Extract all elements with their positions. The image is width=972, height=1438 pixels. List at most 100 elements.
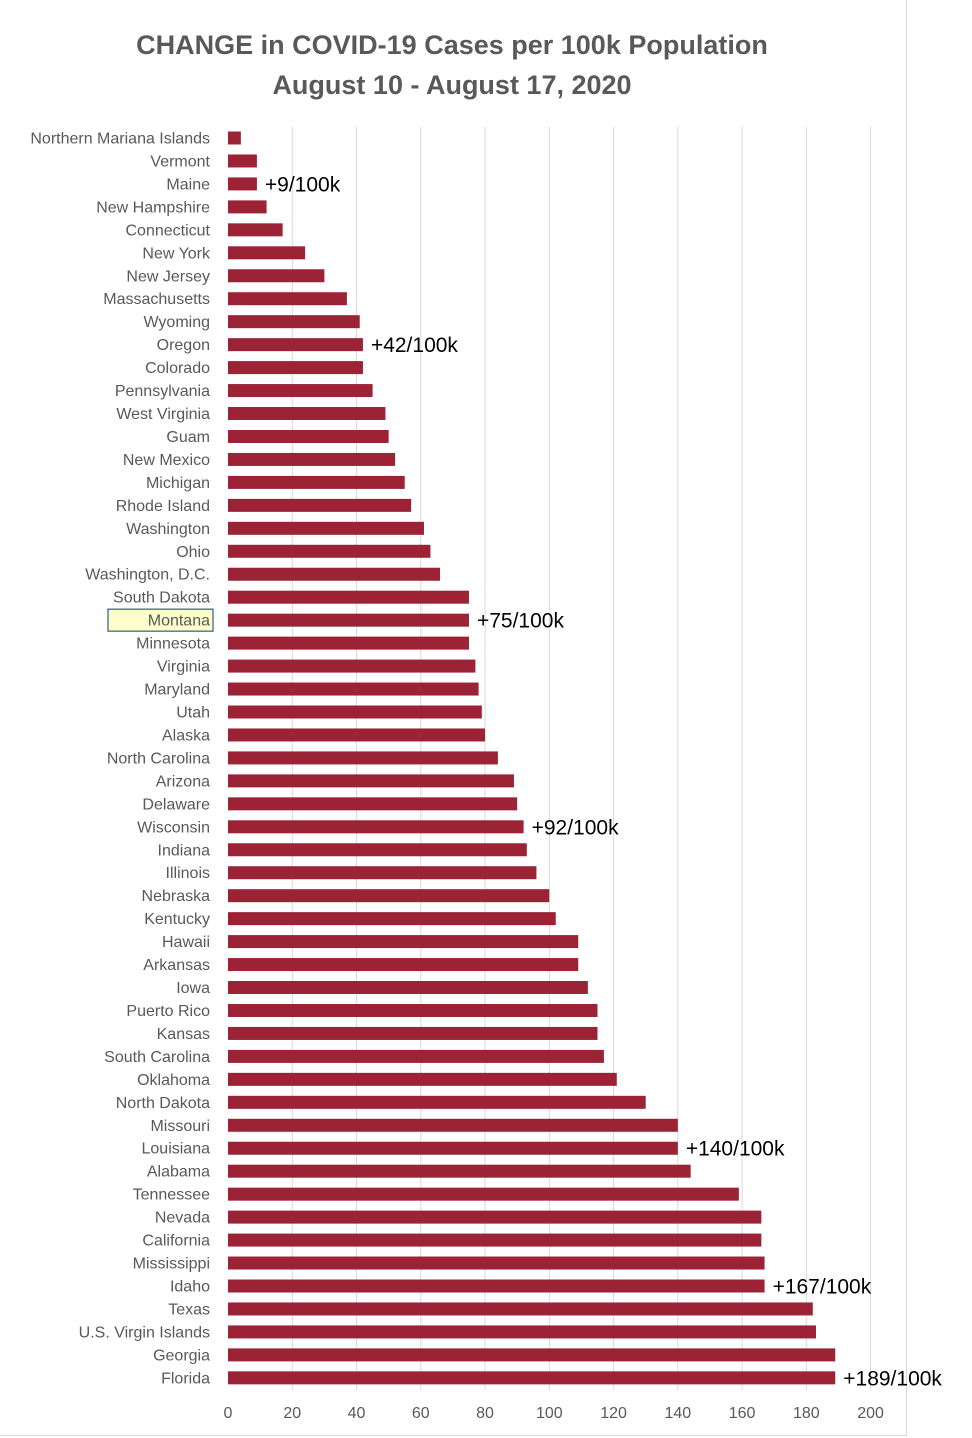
category-label: Kansas [157, 1026, 210, 1043]
category-label: Florida [161, 1370, 210, 1387]
x-tick-label: 20 [283, 1405, 301, 1422]
category-label: New Mexico [123, 452, 210, 469]
data-annotation: +189/100k [843, 1367, 942, 1390]
category-label: Missouri [150, 1118, 210, 1135]
data-annotation: +75/100k [477, 610, 564, 633]
category-label: Hawaii [162, 934, 210, 951]
category-label: Illinois [166, 865, 210, 882]
bar [228, 682, 479, 696]
category-label: U.S. Virgin Islands [79, 1324, 210, 1341]
category-label: Arkansas [143, 957, 210, 974]
category-label: Texas [168, 1301, 210, 1318]
category-label: Puerto Rico [126, 1003, 210, 1020]
bar [228, 866, 537, 880]
category-label: Washington, D.C. [85, 567, 210, 584]
category-label: Georgia [153, 1347, 210, 1364]
category-label: Minnesota [136, 636, 210, 653]
bar [228, 223, 283, 237]
category-label: New Hampshire [96, 199, 210, 216]
category-label: Massachusetts [103, 291, 210, 308]
category-label: Guam [166, 429, 210, 446]
bar [228, 1233, 762, 1247]
bar [228, 1164, 691, 1178]
category-label: New Jersey [126, 268, 210, 285]
bar [228, 1026, 598, 1040]
bar [228, 452, 396, 466]
category-label: North Carolina [107, 750, 210, 767]
bar [228, 1371, 836, 1385]
chart-subtitle: August 10 - August 17, 2020 [272, 70, 631, 100]
bar [228, 1187, 739, 1201]
chart-title: CHANGE in COVID-19 Cases per 100k Popula… [136, 30, 768, 60]
category-label: Utah [176, 705, 210, 722]
category-label: Washington [126, 521, 210, 538]
category-label: Connecticut [126, 222, 211, 239]
bar [228, 1302, 813, 1316]
category-label: Ohio [176, 544, 210, 561]
category-label: Indiana [158, 842, 211, 859]
bar [228, 820, 524, 834]
bar [228, 751, 498, 765]
category-label: Nebraska [142, 888, 211, 905]
data-annotation: +140/100k [686, 1138, 785, 1161]
category-label: South Carolina [104, 1049, 210, 1066]
bar [228, 636, 469, 650]
category-label: Iowa [176, 980, 210, 997]
category-label: Pennsylvania [115, 383, 210, 400]
category-label: West Virginia [116, 406, 210, 423]
bars [228, 131, 836, 1385]
bar [228, 1256, 765, 1270]
category-label: Wisconsin [137, 819, 210, 836]
category-label: Louisiana [142, 1141, 211, 1158]
x-tick-label: 60 [412, 1405, 430, 1422]
category-label: Tennessee [133, 1187, 210, 1204]
bar [228, 498, 412, 512]
bar [228, 774, 514, 788]
x-axis-ticks: 0 20 40 60 80 100 120 140 160 180 200 [224, 1405, 884, 1422]
bar [228, 912, 556, 926]
x-tick-label: 40 [348, 1405, 366, 1422]
bar [228, 246, 306, 260]
bar [228, 315, 360, 329]
bar [228, 1072, 617, 1086]
selected-cell-highlight [107, 608, 214, 632]
bar [228, 154, 257, 168]
bar [228, 659, 476, 673]
bar [228, 544, 431, 558]
category-label: North Dakota [116, 1095, 210, 1112]
x-tick-label: 140 [664, 1405, 691, 1422]
bar [228, 269, 325, 283]
bar [228, 1325, 816, 1339]
category-label: Arizona [156, 773, 210, 790]
bar [228, 889, 550, 903]
x-tick-label: 80 [476, 1405, 494, 1422]
category-label: Mississippi [133, 1256, 210, 1273]
bar [228, 131, 241, 145]
category-label: Delaware [142, 796, 210, 813]
bar [228, 1049, 604, 1063]
category-label: Northern Mariana Islands [30, 131, 210, 148]
category-label: Michigan [146, 475, 210, 492]
bar [228, 338, 363, 352]
category-label: Alabama [147, 1164, 210, 1181]
category-label: Wyoming [143, 314, 210, 331]
bar [228, 981, 588, 995]
bar [228, 613, 469, 627]
category-label: Nevada [155, 1210, 210, 1227]
x-tick-label: 160 [729, 1405, 756, 1422]
category-label: Maryland [144, 682, 210, 699]
category-labels: Northern Mariana Islands Vermont Maine New … [30, 131, 211, 1388]
bar [228, 177, 257, 191]
bar [228, 200, 267, 214]
bar [228, 361, 363, 375]
bar [228, 1279, 765, 1293]
bar [228, 935, 579, 949]
bar [228, 1141, 678, 1155]
x-tick-label: 180 [793, 1405, 820, 1422]
bar [228, 407, 386, 421]
bar [228, 705, 482, 719]
bar [228, 728, 486, 742]
bar [228, 292, 347, 306]
category-label: Montana [148, 613, 210, 630]
